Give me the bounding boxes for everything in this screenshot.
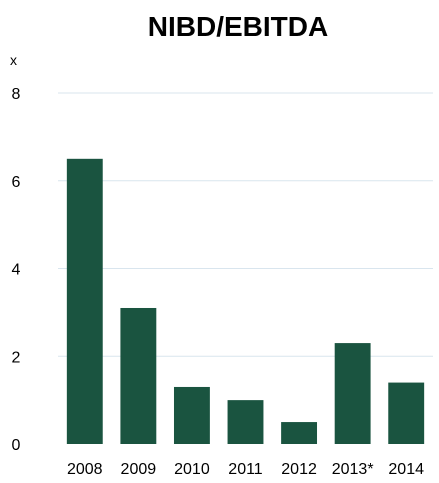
x-axis-tick-labels: 2008 2009 2010 2011 2012 2013* 2014	[67, 461, 424, 478]
y-tick-label: 0	[12, 437, 21, 454]
bar-2009	[120, 307, 157, 444]
bar-2011	[227, 400, 264, 444]
bar-2014	[388, 382, 425, 444]
x-tick-label: 2009	[121, 461, 157, 478]
y-axis-unit-label: x	[10, 52, 17, 68]
x-tick-label: 2008	[67, 461, 103, 478]
y-tick-label: 2	[12, 349, 21, 366]
y-tick-label: 6	[12, 174, 21, 191]
y-axis-tick-labels: 0 2 4 6 8	[12, 86, 21, 454]
x-tick-label: 2013*	[332, 461, 374, 478]
gridlines	[58, 92, 433, 357]
bar-2013*	[334, 343, 371, 444]
bar-2008	[66, 158, 103, 444]
bar-2010	[173, 386, 210, 444]
x-tick-label: 2014	[388, 461, 424, 478]
x-tick-label: 2010	[174, 461, 210, 478]
bars	[66, 158, 425, 444]
bar-2012	[281, 422, 318, 444]
x-tick-label: 2012	[281, 461, 317, 478]
x-tick-label: 2011	[228, 461, 263, 478]
y-tick-label: 4	[12, 262, 21, 279]
chart-title: NIBD/EBITDA	[148, 11, 328, 42]
y-tick-label: 8	[12, 86, 21, 103]
